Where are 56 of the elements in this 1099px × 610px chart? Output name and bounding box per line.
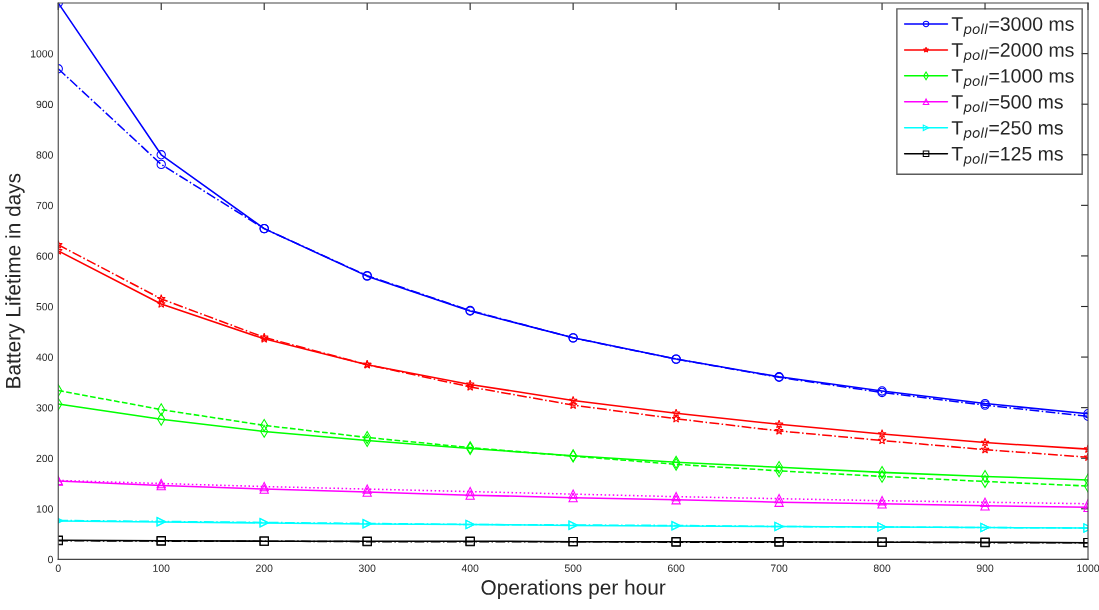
point xyxy=(671,414,681,423)
legend-label: T$_{poll}$=500 ms xyxy=(951,95,1063,115)
x-tick-label: 100 xyxy=(153,564,170,572)
point xyxy=(671,495,681,505)
x-tick-label: 900 xyxy=(976,564,994,572)
point xyxy=(980,475,990,488)
legend-label: T$_{poll}$=2000 ms xyxy=(951,43,1074,63)
y-tick-label: 100 xyxy=(36,505,53,513)
x-tick-label: 700 xyxy=(770,564,788,572)
x-tick-label: 400 xyxy=(461,564,479,572)
y-tick-label: 400 xyxy=(36,353,53,361)
y-tick-label: 900 xyxy=(36,100,53,109)
x-tick-label: 800 xyxy=(873,564,891,572)
point xyxy=(980,501,990,511)
y-tick-label: 1000 xyxy=(31,50,53,58)
point xyxy=(156,150,166,160)
point xyxy=(980,437,990,447)
point xyxy=(671,491,681,502)
x-axis-title: Operations per hour xyxy=(481,579,666,599)
point xyxy=(980,444,990,454)
y-tick-label: 600 xyxy=(36,252,53,260)
y-tick-label: 500 xyxy=(36,303,53,311)
legend-label: T$_{poll}$=250 ms xyxy=(951,120,1063,141)
legend-label: T$_{poll}$=3000 ms xyxy=(951,17,1074,37)
x-tick-label: 600 xyxy=(667,564,685,572)
point xyxy=(156,294,166,303)
y-tick-label: 800 xyxy=(36,151,53,159)
point xyxy=(568,492,578,503)
point xyxy=(568,395,578,405)
legend-label: T$_{poll}$=125 ms xyxy=(951,146,1063,167)
y-axis-title: Battery Lifetime in days xyxy=(5,173,25,388)
y-tick-label: 0 xyxy=(48,555,53,564)
x-tick-label: 300 xyxy=(358,564,376,572)
x-tick-label: 1000 xyxy=(1077,564,1099,572)
point xyxy=(465,486,475,497)
point xyxy=(156,299,166,308)
x-tick-label: 200 xyxy=(256,564,273,572)
x-tick-label: 0 xyxy=(55,564,61,572)
point xyxy=(980,470,990,483)
point xyxy=(774,497,784,507)
point xyxy=(877,435,887,445)
x-tick-label: 500 xyxy=(564,564,582,572)
point xyxy=(671,408,681,418)
legend-label: T$_{poll}$=1000 ms xyxy=(951,69,1074,89)
point xyxy=(877,429,887,438)
point xyxy=(774,493,784,504)
point xyxy=(156,159,166,170)
y-tick-label: 200 xyxy=(36,454,53,463)
y-tick-label: 300 xyxy=(36,404,53,412)
point xyxy=(980,497,990,507)
point xyxy=(774,426,784,435)
point xyxy=(568,489,578,499)
y-tick-label: 700 xyxy=(36,201,53,210)
point xyxy=(774,419,784,429)
point xyxy=(465,490,475,500)
point xyxy=(568,400,578,410)
